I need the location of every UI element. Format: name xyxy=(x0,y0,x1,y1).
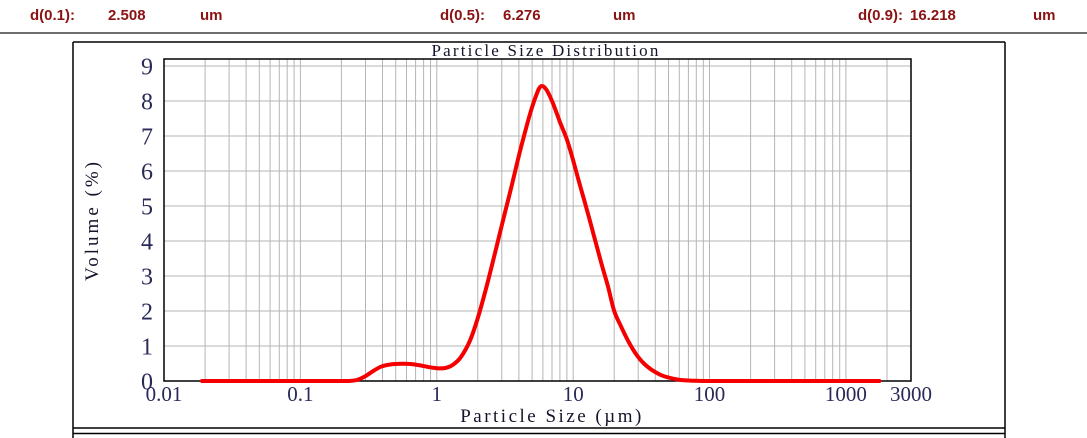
y-tick-label: 6 xyxy=(141,160,153,186)
y-tick-labels: 0 1 2 3 4 5 6 7 8 9 xyxy=(141,55,153,396)
x-tick-labels: 0.01 0.1 1 10 100 1000 3000 xyxy=(146,382,932,406)
d10-unit: um xyxy=(200,7,223,24)
x-tick-label: 10 xyxy=(563,382,584,406)
gridlines xyxy=(164,59,911,381)
y-tick-label: 8 xyxy=(141,90,153,116)
y-tick-label: 5 xyxy=(141,195,153,221)
x-tick-label: 0.1 xyxy=(287,382,313,406)
d90-unit: um xyxy=(1033,7,1056,24)
d10-label: d(0.1): xyxy=(30,7,75,24)
y-tick-label: 9 xyxy=(141,55,153,81)
y-tick-label: 0 xyxy=(141,370,153,396)
d10-value: 2.508 xyxy=(108,7,146,24)
outer-frame xyxy=(72,41,1006,438)
y-tick-label: 3 xyxy=(141,265,153,291)
d90-label: d(0.9): xyxy=(858,7,903,24)
header-separator-line xyxy=(0,32,1087,34)
y-tick-label: 7 xyxy=(141,125,153,151)
x-tick-label: 1000 xyxy=(825,382,867,406)
distribution-curve xyxy=(200,83,882,383)
x-tick-label: 0.01 xyxy=(146,382,183,406)
d50-label: d(0.5): xyxy=(440,7,485,24)
x-tick-label: 1 xyxy=(432,382,443,406)
chart-title: Particle Size Distribution xyxy=(431,41,660,60)
plot-border xyxy=(163,58,912,382)
y-axis-label: Volume (%) xyxy=(82,159,103,281)
y-tick-label: 2 xyxy=(141,300,153,326)
d50-value: 6.276 xyxy=(503,7,541,24)
y-tick-label: 4 xyxy=(141,230,153,256)
d90-value: 16.218 xyxy=(910,7,956,24)
y-tick-label: 1 xyxy=(141,335,153,361)
x-tick-label: 100 xyxy=(694,382,726,406)
x-tick-label: 3000 xyxy=(890,382,932,406)
d50-unit: um xyxy=(613,7,636,24)
x-axis-label: Particle Size (µm) xyxy=(460,406,644,427)
